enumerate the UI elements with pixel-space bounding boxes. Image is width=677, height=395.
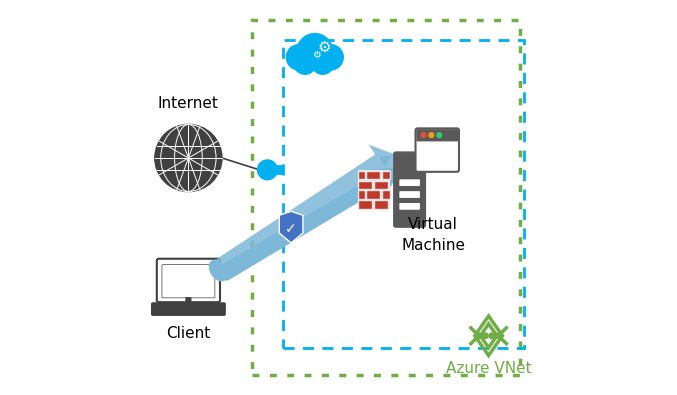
Circle shape bbox=[421, 133, 426, 137]
FancyBboxPatch shape bbox=[399, 179, 420, 186]
Text: Client: Client bbox=[167, 326, 211, 341]
FancyBboxPatch shape bbox=[162, 265, 215, 298]
FancyBboxPatch shape bbox=[374, 181, 389, 189]
FancyBboxPatch shape bbox=[157, 259, 220, 302]
FancyBboxPatch shape bbox=[366, 171, 380, 179]
FancyBboxPatch shape bbox=[358, 200, 372, 209]
Circle shape bbox=[294, 52, 316, 74]
FancyBboxPatch shape bbox=[358, 181, 372, 189]
FancyBboxPatch shape bbox=[366, 190, 380, 199]
Circle shape bbox=[257, 160, 278, 180]
Circle shape bbox=[297, 34, 332, 69]
FancyBboxPatch shape bbox=[358, 170, 390, 209]
Text: Virtual
Machine: Virtual Machine bbox=[401, 217, 465, 253]
FancyBboxPatch shape bbox=[374, 200, 389, 209]
Polygon shape bbox=[279, 211, 303, 243]
Circle shape bbox=[429, 133, 434, 137]
FancyBboxPatch shape bbox=[416, 128, 459, 172]
FancyBboxPatch shape bbox=[358, 190, 365, 199]
Circle shape bbox=[155, 124, 222, 192]
FancyBboxPatch shape bbox=[416, 129, 458, 141]
Circle shape bbox=[489, 333, 494, 339]
FancyBboxPatch shape bbox=[394, 152, 425, 227]
Circle shape bbox=[437, 133, 441, 137]
Ellipse shape bbox=[209, 260, 227, 281]
Text: ⚙: ⚙ bbox=[312, 50, 321, 60]
Text: Internet: Internet bbox=[158, 96, 219, 111]
Polygon shape bbox=[215, 145, 394, 277]
FancyBboxPatch shape bbox=[382, 190, 390, 199]
Circle shape bbox=[483, 333, 488, 339]
FancyBboxPatch shape bbox=[399, 203, 420, 210]
FancyBboxPatch shape bbox=[399, 191, 420, 198]
Circle shape bbox=[476, 333, 481, 339]
FancyBboxPatch shape bbox=[382, 171, 390, 179]
Circle shape bbox=[311, 52, 334, 74]
Circle shape bbox=[496, 333, 501, 339]
FancyBboxPatch shape bbox=[186, 298, 191, 303]
Circle shape bbox=[286, 45, 311, 70]
FancyBboxPatch shape bbox=[152, 303, 225, 315]
Circle shape bbox=[318, 45, 343, 70]
Text: Azure VNet: Azure VNet bbox=[445, 361, 531, 376]
Text: ⚙: ⚙ bbox=[318, 40, 332, 55]
FancyBboxPatch shape bbox=[358, 171, 365, 179]
Text: ✓: ✓ bbox=[285, 222, 297, 236]
